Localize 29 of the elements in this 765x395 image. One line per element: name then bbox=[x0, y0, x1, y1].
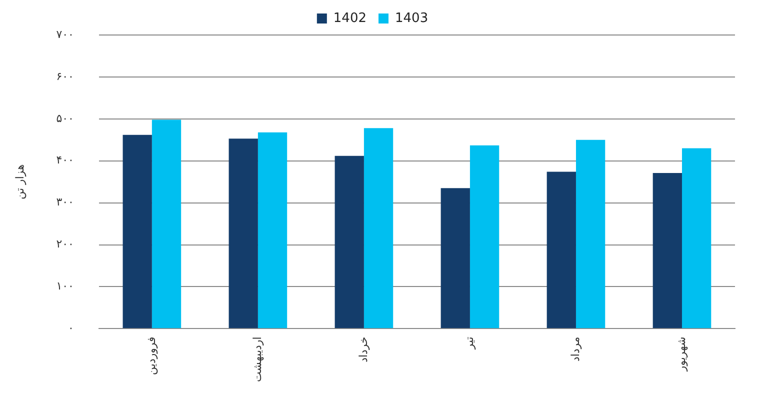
bar bbox=[258, 132, 288, 328]
bar bbox=[470, 145, 500, 328]
y-tick-label: ۳۰۰ bbox=[56, 196, 74, 209]
x-tick-label: مرداد bbox=[568, 336, 582, 362]
legend-label: 1403 bbox=[395, 10, 428, 26]
y-tick-label: ۲۰۰ bbox=[56, 238, 74, 251]
bar bbox=[682, 148, 712, 328]
bar bbox=[364, 128, 394, 328]
bar bbox=[334, 156, 364, 328]
x-tick-label: تیر bbox=[462, 336, 476, 350]
y-axis-title: هزار تن bbox=[13, 164, 26, 200]
y-tick-label: ۷۰۰ bbox=[56, 28, 74, 41]
bar bbox=[122, 134, 152, 328]
y-tick-label: ۱۰۰ bbox=[56, 280, 74, 293]
x-tick-label: اردیبهشت bbox=[250, 336, 264, 382]
bar bbox=[228, 138, 258, 328]
legend-label: 1402 bbox=[333, 10, 367, 26]
bar bbox=[152, 120, 182, 328]
y-tick-label: ۵۰۰ bbox=[56, 112, 74, 125]
bar bbox=[440, 188, 470, 328]
y-tick-label: ۴۰۰ bbox=[56, 154, 74, 167]
x-tick-label: خرداد bbox=[356, 336, 370, 362]
x-tick-label: شهریور bbox=[674, 336, 688, 372]
y-tick-label: ۶۰۰ bbox=[56, 70, 74, 83]
bar bbox=[546, 172, 576, 328]
x-tick-label: فروردین bbox=[144, 336, 158, 375]
bar bbox=[652, 173, 682, 328]
y-tick-label: ۰ bbox=[68, 322, 74, 335]
bar bbox=[576, 140, 606, 328]
